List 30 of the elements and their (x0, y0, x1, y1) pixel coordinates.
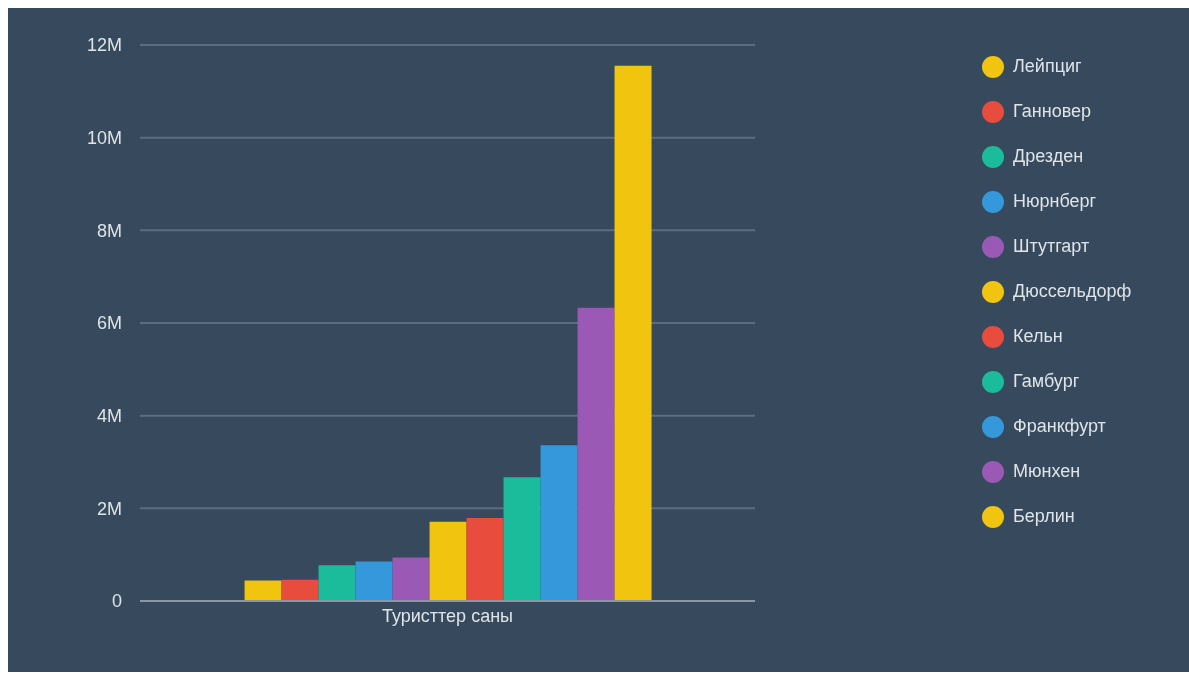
bar (355, 561, 393, 601)
y-tick-label: 12M (86, 35, 122, 56)
x-tick-label: Туристтер саны (381, 605, 514, 626)
bar (503, 477, 541, 601)
y-tick-label: 4M (96, 406, 122, 427)
y-tick-label: 10M (86, 128, 122, 149)
bar (577, 307, 615, 601)
legend-label: Гамбург (1013, 371, 1080, 392)
legend-label: Дюссельдорф (1013, 281, 1132, 302)
y-tick-label: 0 (111, 591, 122, 612)
legend-label: Ганновер (1013, 101, 1092, 122)
bar (392, 557, 430, 601)
bar (244, 580, 282, 601)
legend-label: Кельн (1013, 326, 1063, 347)
bar (429, 521, 467, 601)
legend-label: Мюнхен (1013, 461, 1081, 482)
legend-label: Нюрнберг (1013, 191, 1097, 212)
bar (281, 579, 319, 601)
y-tick-label: 6M (96, 313, 122, 334)
legend-label: Штутгарт (1013, 236, 1090, 257)
y-tick-label: 2M (96, 498, 122, 519)
y-tick-label: 8M (96, 220, 122, 241)
legend-label: Берлин (1013, 506, 1075, 527)
bar (540, 445, 578, 601)
legend-label: Франкфурт (1013, 416, 1106, 437)
legend-label: Лейпциг (1013, 56, 1082, 77)
bar (614, 65, 652, 601)
legend-label: Дрезден (1013, 146, 1084, 167)
bar (318, 565, 356, 601)
bar (466, 518, 504, 601)
